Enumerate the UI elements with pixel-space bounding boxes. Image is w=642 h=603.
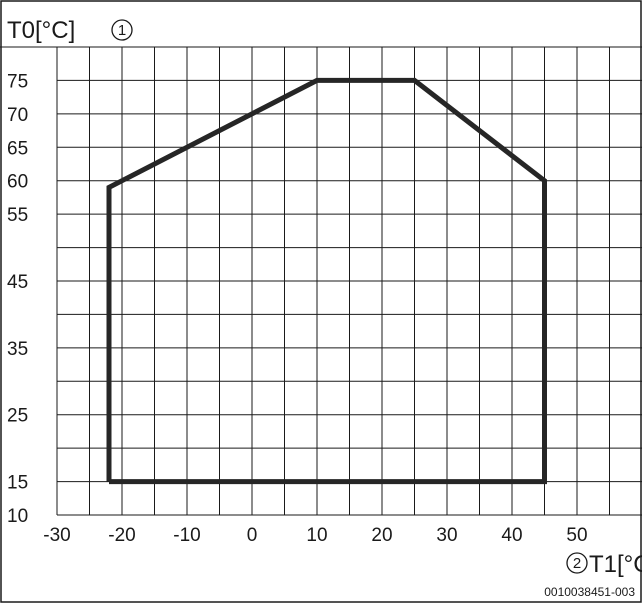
x-tick-label: -20 [108, 525, 135, 546]
x-tick-label: -30 [43, 525, 70, 546]
y-tick-label: 35 [7, 339, 28, 360]
x-tick-label: 20 [371, 525, 392, 546]
y-tick-label: 65 [7, 138, 28, 159]
x-tick-label: 40 [501, 525, 522, 546]
x-axis-marker-number: 2 [573, 555, 581, 572]
figure-reference-id: 0010038451-003 [544, 585, 635, 599]
operating-envelope-line [106, 77, 547, 485]
x-axis-title: T1[°C] [589, 551, 642, 578]
x-tick-label: 10 [306, 525, 327, 546]
x-tick-label: 30 [436, 525, 457, 546]
x-tick-label: 0 [247, 525, 258, 546]
y-axis-marker: 1 [111, 19, 133, 41]
series [106, 77, 547, 485]
tick-labels: -30 -20 -10 0 10 20 30 40 50 10 15 25 35 45 55 60 65 70 75 [7, 71, 588, 546]
y-tick-label: 45 [7, 272, 28, 293]
x-axis-marker: 2 [566, 552, 588, 574]
y-tick-label: 60 [7, 172, 28, 193]
y-tick-label: 75 [7, 71, 28, 92]
y-axis-marker-number: 1 [118, 22, 126, 39]
y-axis-title: T0[°C] [7, 17, 75, 44]
x-tick-label: 50 [566, 525, 587, 546]
grid [0, 46, 642, 516]
y-tick-label: 55 [7, 205, 28, 226]
y-tick-label: 70 [7, 105, 28, 126]
y-axis-marker-circle [111, 19, 133, 41]
y-tick-label: 15 [7, 473, 28, 494]
y-tick-label: 25 [7, 406, 28, 427]
x-tick-label: -10 [173, 525, 200, 546]
y-tick-label: 10 [7, 506, 28, 527]
x-axis-marker-circle [566, 552, 588, 574]
